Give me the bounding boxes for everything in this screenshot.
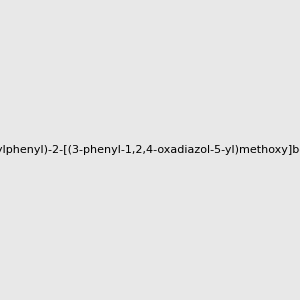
Text: N-(3-acetylphenyl)-2-[(3-phenyl-1,2,4-oxadiazol-5-yl)methoxy]benzamide: N-(3-acetylphenyl)-2-[(3-phenyl-1,2,4-ox… <box>0 145 300 155</box>
